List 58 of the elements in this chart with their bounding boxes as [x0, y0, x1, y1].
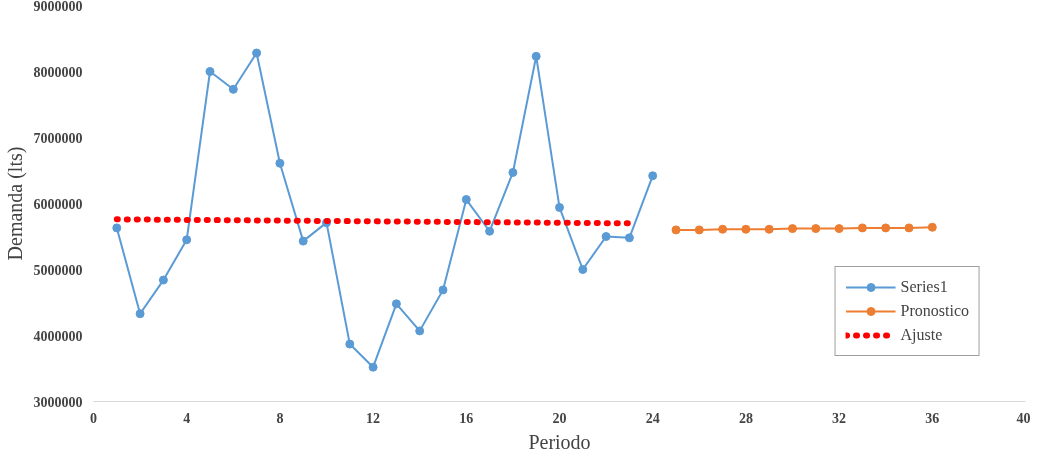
- point: [648, 171, 658, 181]
- point: [135, 309, 145, 319]
- y-tick-label: 7000000: [33, 130, 83, 146]
- point: [228, 84, 238, 94]
- x-tick-label: 8: [276, 410, 284, 426]
- y-tick-label: 3000000: [33, 394, 83, 410]
- point: [834, 224, 844, 234]
- legend-label: Series1: [900, 278, 948, 296]
- x-tick-label: 16: [459, 410, 474, 426]
- point: [811, 224, 821, 234]
- point: [275, 158, 285, 168]
- point: [624, 233, 634, 243]
- point: [298, 236, 308, 246]
- x-tick-label: 20: [552, 410, 567, 426]
- y-tick-label: 6000000: [33, 196, 83, 212]
- point: [112, 223, 122, 233]
- point: [881, 223, 891, 233]
- point: [158, 275, 168, 285]
- y-tick-label: 5000000: [33, 262, 83, 278]
- x-tick-label: 40: [1016, 410, 1031, 426]
- point: [438, 285, 448, 295]
- point: [578, 265, 588, 274]
- x-tick-label: 28: [738, 410, 753, 426]
- point: [461, 195, 471, 205]
- x-axis-title: Periodo: [528, 430, 591, 453]
- point: [927, 222, 937, 232]
- legend-label: Ajuste: [900, 326, 943, 344]
- y-tick-label: 8000000: [33, 64, 83, 80]
- legend-label: Pronostico: [900, 302, 969, 320]
- point: [857, 223, 867, 233]
- point: [741, 224, 751, 234]
- x-tick-label: 36: [925, 410, 940, 426]
- x-tick-label: 0: [90, 410, 97, 426]
- point: [508, 167, 518, 177]
- point: [601, 232, 611, 241]
- point: [531, 51, 541, 61]
- x-tick-label: 24: [645, 410, 660, 426]
- y-axis-title: Demanda (lts): [3, 146, 27, 261]
- point: [788, 224, 797, 234]
- point: [415, 326, 425, 336]
- x-tick-label: 4: [183, 410, 191, 426]
- point: [252, 48, 262, 58]
- x-tick-label: 32: [832, 410, 847, 426]
- y-tick-label: 9000000: [33, 0, 83, 14]
- point: [391, 299, 401, 309]
- point: [555, 202, 564, 212]
- y-tick-label: 4000000: [33, 328, 83, 344]
- point: [764, 224, 774, 234]
- point: [718, 224, 728, 234]
- point: [904, 223, 914, 233]
- point: [671, 225, 681, 235]
- point: [182, 235, 192, 245]
- point: [694, 225, 704, 235]
- point: [485, 226, 495, 236]
- x-tick-label: 12: [366, 410, 381, 426]
- point: [205, 67, 215, 76]
- point: [368, 362, 378, 372]
- point: [345, 339, 355, 349]
